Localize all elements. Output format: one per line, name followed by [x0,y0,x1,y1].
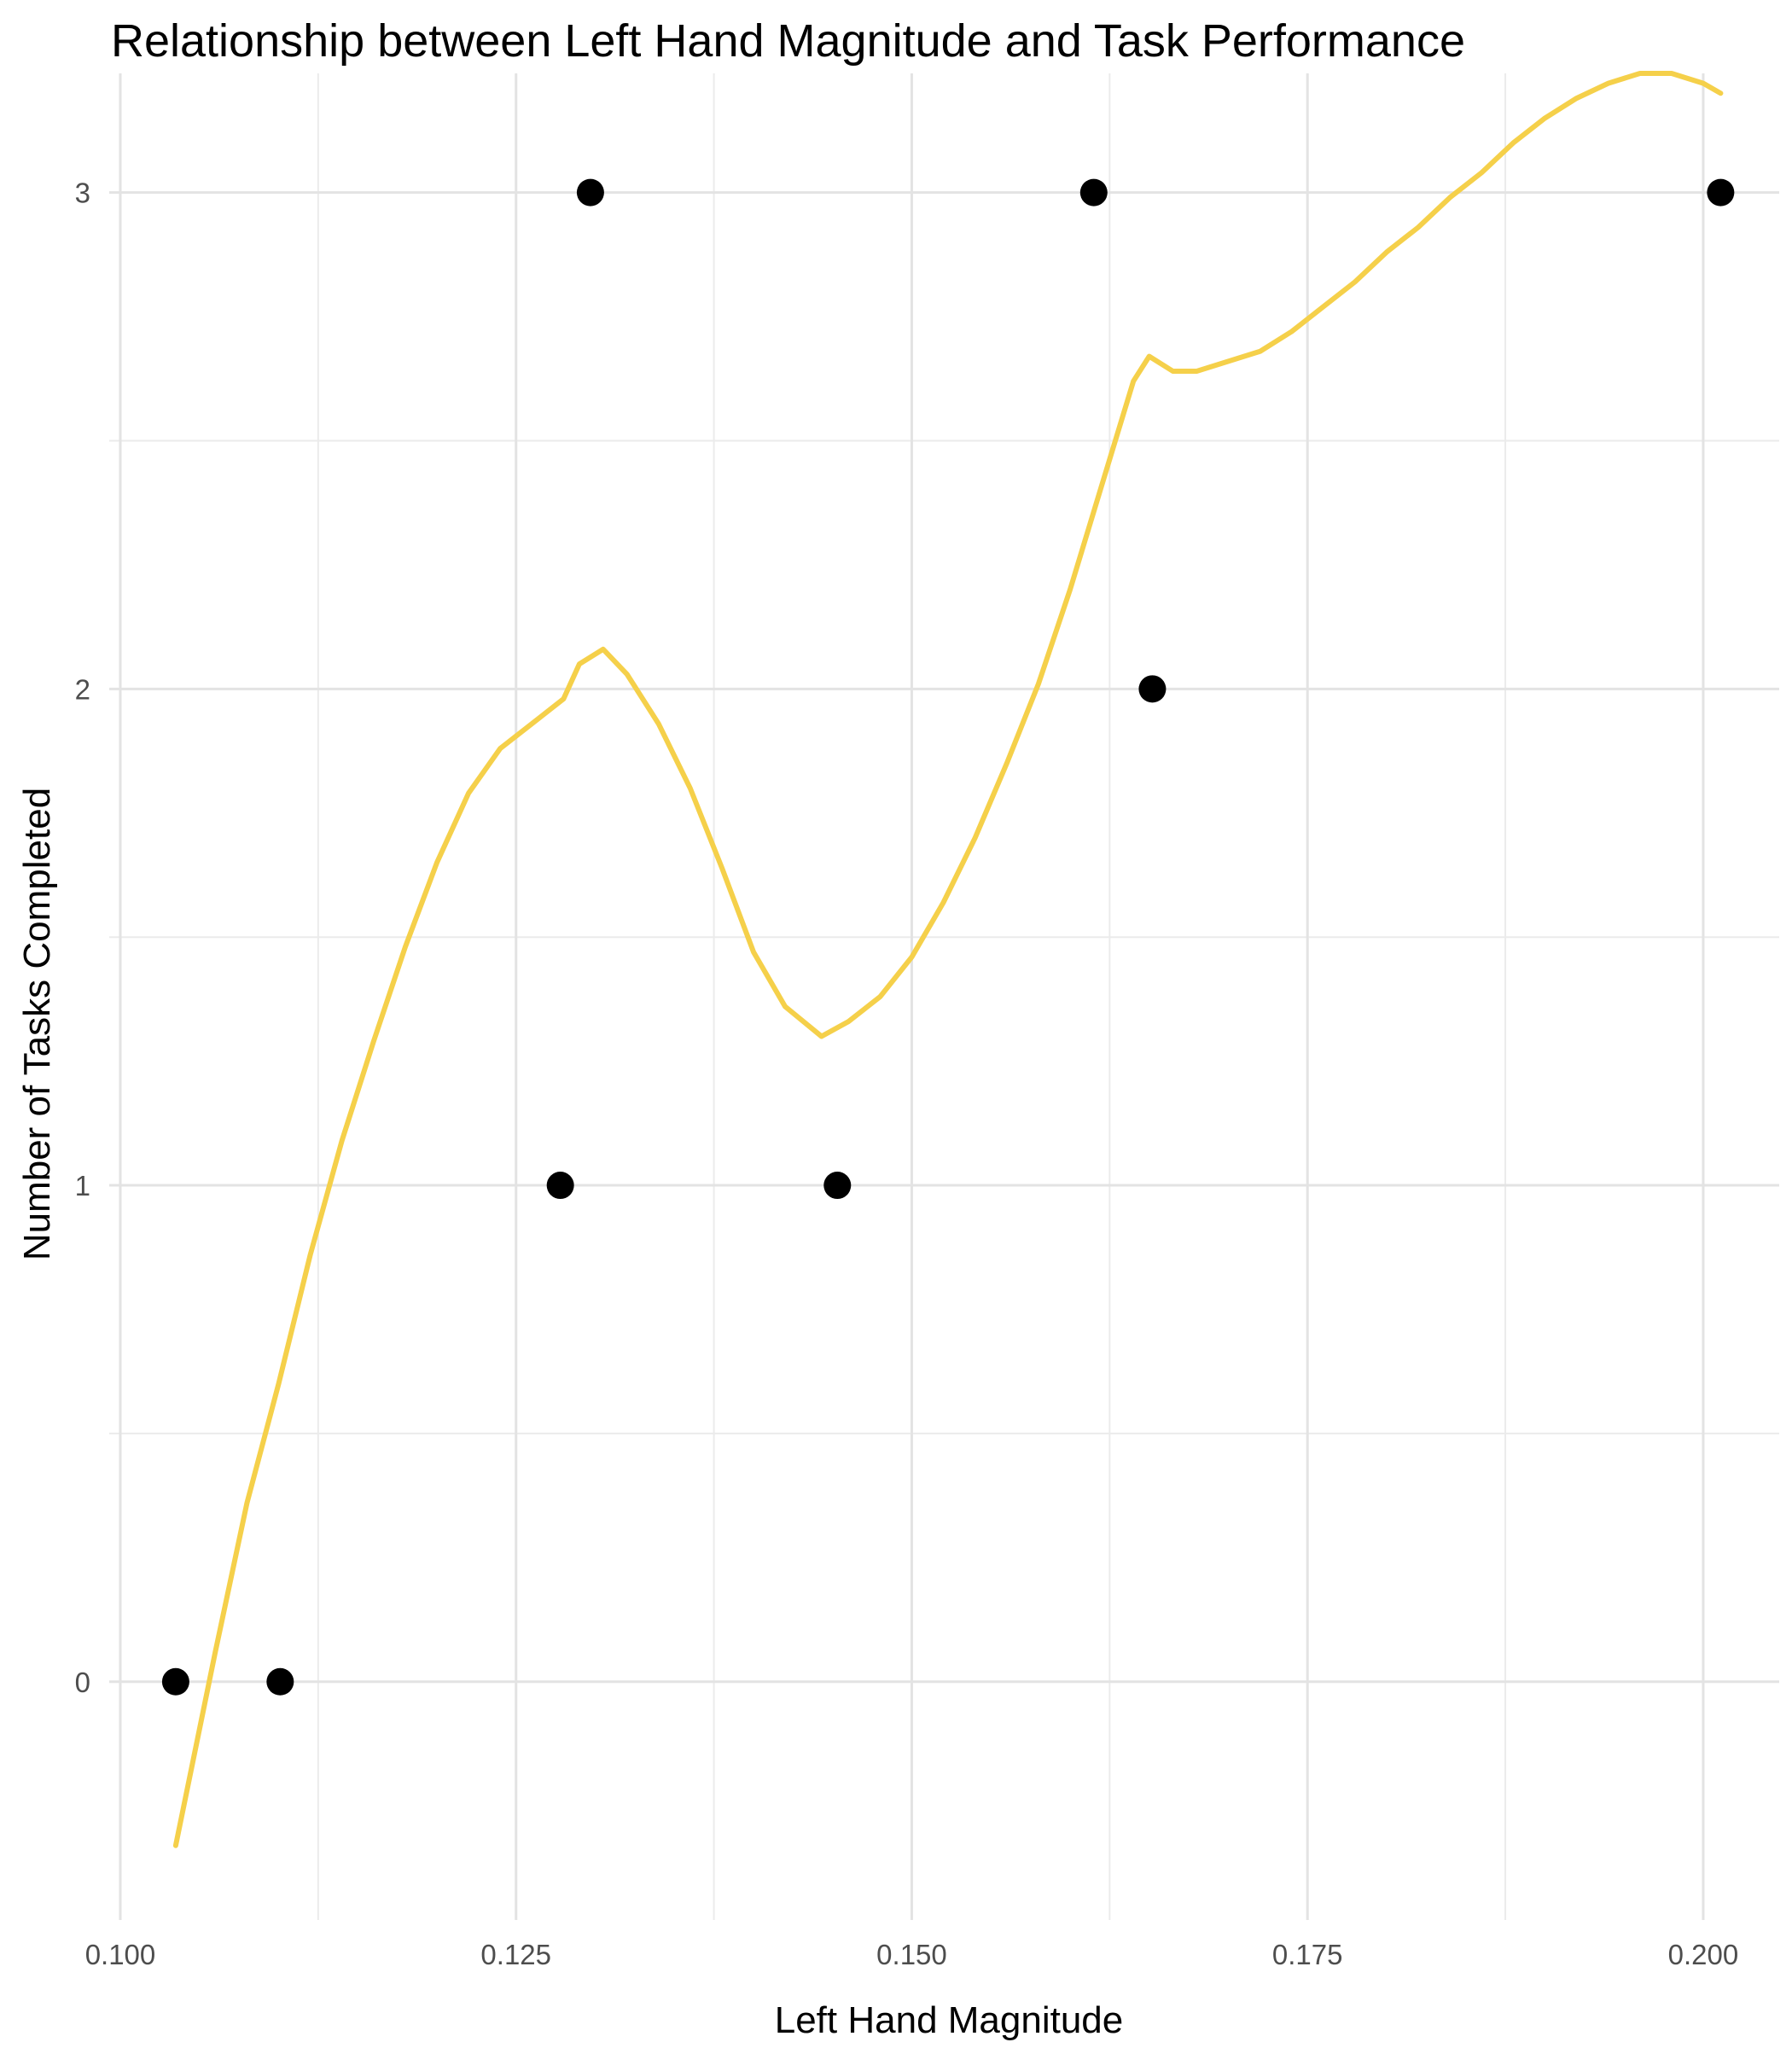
y-tick-label: 3 [75,177,90,209]
data-point [1707,178,1735,207]
y-axis-title: Number of Tasks Completed [16,788,58,1260]
x-tick-label: 0.175 [1272,1939,1343,1970]
x-tick-label: 0.150 [876,1939,947,1970]
data-point [266,1667,294,1696]
data-point [546,1172,574,1200]
chart-title: Relationship between Left Hand Magnitude… [111,15,1465,67]
tick-labels: 0.100 0.125 0.150 0.175 0.200 0 1 2 3 [75,177,1739,1970]
data-point [1079,178,1108,207]
y-tick-label: 1 [75,1170,90,1201]
y-tick-label: 0 [75,1667,90,1698]
x-axis-title: Left Hand Magnitude [775,1999,1124,2041]
data-point [576,178,604,207]
points-layer [161,178,1735,1696]
data-point [161,1667,189,1696]
x-tick-label: 0.100 [85,1939,156,1970]
x-tick-label: 0.200 [1668,1939,1739,1970]
data-point [1138,675,1167,703]
data-point [823,1172,852,1200]
smooth-trend-line [172,71,1724,1848]
smooth-curve-layer [172,71,1724,1848]
grid [109,73,1779,1920]
y-tick-label: 2 [75,673,90,705]
x-tick-label: 0.125 [480,1939,551,1970]
